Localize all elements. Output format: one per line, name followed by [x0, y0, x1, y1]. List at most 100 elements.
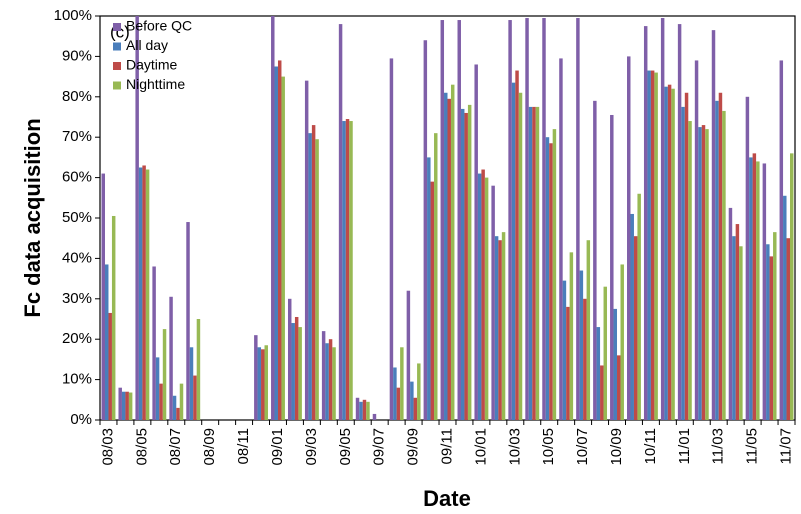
bar [467, 104, 472, 420]
bar [172, 395, 177, 420]
x-tick-label: 11/03 [710, 428, 727, 464]
bar [423, 40, 428, 421]
bar [600, 365, 604, 420]
bar [660, 18, 665, 421]
x-tick-label: 08/07 [167, 428, 184, 466]
bar [532, 106, 536, 421]
bar [535, 106, 540, 421]
bar [667, 84, 672, 421]
legend-label: Before QC [126, 18, 192, 34]
bar [311, 125, 316, 420]
bar [159, 383, 163, 420]
bar [677, 24, 682, 421]
y-tick-label: 80% [62, 88, 92, 105]
bar [610, 114, 614, 420]
y-tick-label: 0% [70, 411, 92, 428]
x-tick-label: 08/11 [235, 428, 252, 464]
bar [413, 397, 418, 420]
bar [138, 167, 143, 420]
bar [715, 100, 719, 420]
bar [779, 60, 784, 420]
bar [617, 355, 621, 420]
bar [701, 125, 706, 420]
bar [643, 26, 648, 420]
bar [135, 16, 139, 420]
x-tick-label: 09/05 [337, 428, 354, 466]
bar [355, 397, 360, 420]
bar [549, 143, 553, 420]
x-tick-label: 08/09 [201, 428, 218, 466]
y-tick-label: 40% [62, 249, 92, 266]
bar [464, 112, 468, 421]
bar [121, 391, 126, 420]
bar [766, 244, 770, 420]
x-tick-label: 09/11 [438, 428, 455, 464]
bar [281, 76, 285, 420]
bar [498, 240, 502, 420]
bar [366, 401, 370, 420]
bar [271, 16, 275, 420]
bar [372, 413, 377, 420]
bar [321, 331, 326, 420]
legend-label: All day [126, 37, 168, 53]
bar [152, 266, 156, 420]
bar [291, 323, 295, 420]
bar [287, 298, 292, 420]
bar [450, 84, 455, 421]
bar [142, 165, 146, 420]
bar [332, 347, 336, 420]
bar [773, 232, 777, 420]
bar [162, 329, 167, 420]
bar [596, 327, 601, 420]
bar [396, 387, 401, 420]
legend-swatch [113, 42, 121, 51]
x-tick-label: 08/05 [133, 428, 150, 466]
bar [169, 296, 173, 420]
bar [745, 96, 750, 421]
bar [176, 407, 180, 420]
bar [179, 383, 184, 420]
bar [762, 163, 767, 420]
bar [325, 343, 329, 420]
bar [694, 60, 699, 420]
x-tick-label: 10/09 [608, 428, 625, 466]
bar [633, 236, 638, 420]
legend-swatch [113, 62, 121, 70]
bar [583, 298, 587, 420]
bar [474, 64, 478, 420]
bar [118, 387, 122, 420]
y-tick-label: 70% [62, 128, 92, 145]
x-tick-label: 11/07 [777, 428, 794, 464]
bar [427, 157, 431, 420]
bar [264, 345, 268, 420]
bar [417, 363, 421, 420]
bar [630, 213, 634, 420]
bar [349, 121, 353, 420]
x-tick-label: 09/09 [405, 428, 422, 466]
x-axis-title: Date [423, 486, 471, 511]
bar [193, 375, 197, 420]
bar [783, 195, 787, 420]
bar [545, 137, 550, 420]
bar [739, 246, 743, 420]
bar [304, 80, 309, 420]
bar [111, 215, 116, 420]
bar [732, 236, 736, 420]
bar [789, 153, 794, 421]
bar [477, 173, 482, 420]
bar [718, 92, 723, 420]
bar [274, 66, 278, 420]
bar [460, 108, 465, 421]
bar [576, 18, 580, 421]
bar [650, 70, 655, 420]
bar [681, 106, 685, 421]
bar [566, 306, 570, 420]
bar [711, 30, 716, 420]
bar [298, 327, 302, 420]
bar [328, 339, 333, 420]
bar [501, 232, 506, 420]
bar [254, 335, 258, 420]
y-tick-label: 50% [62, 209, 92, 226]
bar [196, 319, 201, 420]
x-tick-label: 09/07 [371, 428, 388, 466]
